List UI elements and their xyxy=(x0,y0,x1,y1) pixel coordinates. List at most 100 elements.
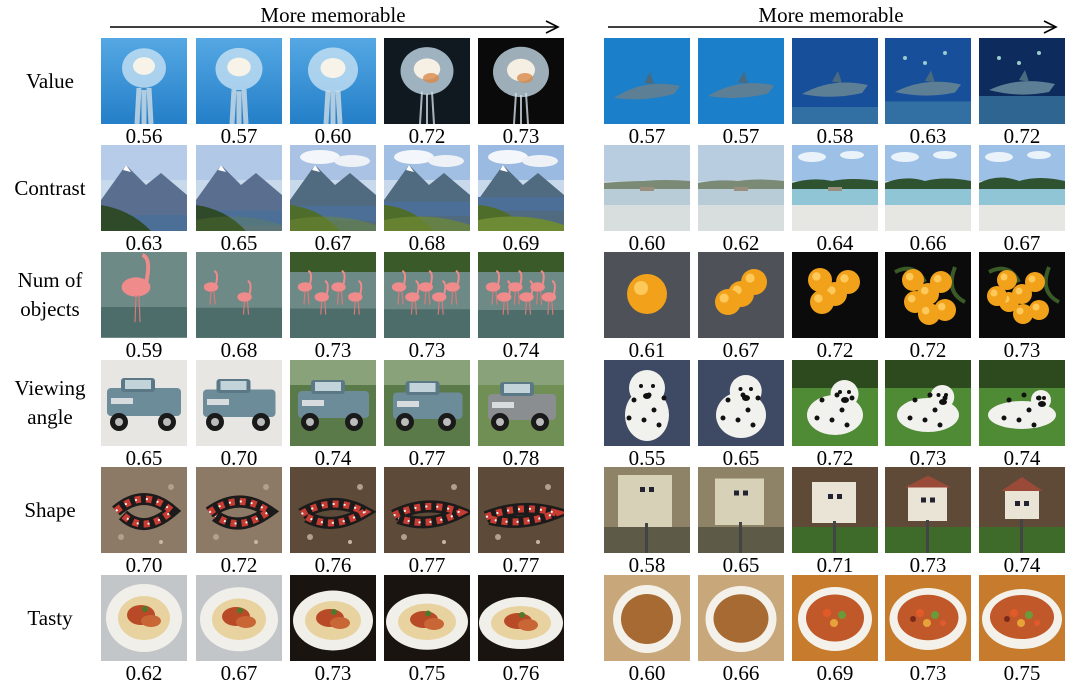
thumbnail-plated-dish-5 xyxy=(478,575,564,661)
memorability-score: 0.67 xyxy=(722,338,760,362)
thumbnail-mountain-lake-1 xyxy=(101,145,187,231)
arrow-label-left: More memorable xyxy=(260,3,406,27)
memorability-score: 0.73 xyxy=(1003,338,1041,362)
memorability-score: 0.57 xyxy=(628,124,666,148)
thumbnail-shark-5 xyxy=(979,38,1065,124)
thumbnail-snake-3 xyxy=(290,467,376,553)
memorability-score: 0.67 xyxy=(314,231,352,255)
memorability-score: 0.69 xyxy=(502,231,540,255)
thumbnail-soup-bowl-3 xyxy=(792,575,878,661)
thumbnail-oranges-5 xyxy=(979,252,1065,338)
memorability-score: 0.66 xyxy=(722,661,760,685)
thumbnail-mountain-lake-5 xyxy=(478,145,564,231)
thumbnail-beach-2 xyxy=(698,145,784,231)
thumbnail-plated-dish-1 xyxy=(101,575,187,661)
memorability-score: 0.64 xyxy=(816,231,854,255)
thumbnail-pickup-truck-3 xyxy=(290,360,376,446)
row-label: Contrast xyxy=(14,175,86,200)
memorability-score: 0.72 xyxy=(816,446,854,470)
memorability-score: 0.67 xyxy=(1003,231,1041,255)
memorability-score: 0.72 xyxy=(816,338,854,362)
memorability-score: 0.75 xyxy=(408,661,446,685)
thumbnail-dalmatian-2 xyxy=(698,360,784,446)
thumbnail-oranges-2 xyxy=(698,252,784,338)
memorability-score: 0.74 xyxy=(1003,553,1041,577)
thumbnail-beach-5 xyxy=(979,145,1065,231)
thumbnail-plated-dish-2 xyxy=(196,575,282,661)
memorability-score: 0.75 xyxy=(1003,661,1041,685)
thumbnail-mountain-lake-3 xyxy=(290,145,376,231)
thumbnail-birdhouse-1 xyxy=(604,467,690,553)
memorability-score: 0.77 xyxy=(502,553,540,577)
thumbnail-flamingos-4 xyxy=(384,252,470,338)
memorability-score: 0.78 xyxy=(502,446,540,470)
memorability-score: 0.74 xyxy=(502,338,540,362)
memorability-score: 0.73 xyxy=(909,661,947,685)
memorability-score: 0.62 xyxy=(125,661,163,685)
memorability-score: 0.65 xyxy=(220,231,258,255)
thumbnail-snake-2 xyxy=(196,467,282,553)
thumbnail-beach-3 xyxy=(792,145,878,231)
memorability-score: 0.73 xyxy=(502,124,540,148)
thumbnail-birdhouse-4 xyxy=(885,467,971,553)
thumbnail-dalmatian-4 xyxy=(885,360,971,446)
memorability-score: 0.77 xyxy=(408,553,446,577)
thumbnail-shark-1 xyxy=(604,38,690,124)
memorability-score: 0.56 xyxy=(125,124,163,148)
thumbnail-oranges-4 xyxy=(885,252,971,338)
thumbnail-snake-4 xyxy=(384,467,470,553)
thumbnail-shark-3 xyxy=(792,38,878,124)
memorability-score: 0.55 xyxy=(628,446,666,470)
thumbnail-snake-5 xyxy=(478,467,564,553)
memorability-score: 0.60 xyxy=(314,124,352,148)
memorability-score: 0.65 xyxy=(722,446,760,470)
memorability-score: 0.61 xyxy=(628,338,666,362)
memorability-score: 0.58 xyxy=(816,124,854,148)
memorability-score: 0.71 xyxy=(816,553,854,577)
memorability-score: 0.59 xyxy=(125,338,163,362)
thumbnail-flamingos-5 xyxy=(478,252,564,338)
thumbnail-jellyfish-2 xyxy=(196,38,282,124)
thumbnail-birdhouse-2 xyxy=(698,467,784,553)
memorability-score: 0.74 xyxy=(1003,446,1041,470)
memorability-score: 0.60 xyxy=(628,661,666,685)
memorability-score: 0.72 xyxy=(220,553,258,577)
thumbnail-plated-dish-3 xyxy=(290,575,376,661)
arrow-right-icon xyxy=(608,20,1058,34)
row-label: Viewing angle xyxy=(14,376,86,429)
memorability-score: 0.68 xyxy=(220,338,258,362)
thumbnail-soup-bowl-2 xyxy=(698,575,784,661)
memorability-score: 0.76 xyxy=(314,553,352,577)
thumbnail-mountain-lake-4 xyxy=(384,145,470,231)
thumbnail-jellyfish-4 xyxy=(384,38,470,124)
row-label: Num of objects xyxy=(17,268,83,321)
memorability-score: 0.65 xyxy=(722,553,760,577)
memorability-score: 0.63 xyxy=(909,124,947,148)
row-label: Shape xyxy=(24,497,76,522)
thumbnail-beach-4 xyxy=(885,145,971,231)
thumbnail-soup-bowl-5 xyxy=(979,575,1065,661)
memorability-score: 0.67 xyxy=(220,661,258,685)
memorability-score: 0.73 xyxy=(909,446,947,470)
thumbnail-pickup-truck-4 xyxy=(384,360,470,446)
thumbnail-dalmatian-5 xyxy=(979,360,1065,446)
thumbnail-pickup-truck-2 xyxy=(196,360,282,446)
memorability-score: 0.72 xyxy=(909,338,947,362)
arrow-left-icon xyxy=(110,20,560,34)
thumbnail-pickup-truck-1 xyxy=(101,360,187,446)
thumbnail-jellyfish-3 xyxy=(290,38,376,124)
memorability-score: 0.68 xyxy=(408,231,446,255)
thumbnail-jellyfish-1 xyxy=(101,38,187,124)
thumbnail-shark-4 xyxy=(885,38,971,124)
memorability-score: 0.77 xyxy=(408,446,446,470)
thumbnail-soup-bowl-4 xyxy=(885,575,971,661)
memorability-score: 0.63 xyxy=(125,231,163,255)
thumbnail-jellyfish-5 xyxy=(478,38,564,124)
thumbnail-soup-bowl-1 xyxy=(604,575,690,661)
memorability-score: 0.69 xyxy=(816,661,854,685)
thumbnail-plated-dish-4 xyxy=(384,575,470,661)
memorability-score: 0.70 xyxy=(220,446,258,470)
thumbnail-oranges-3 xyxy=(792,252,878,338)
thumbnail-flamingos-2 xyxy=(196,252,282,338)
thumbnail-shark-2 xyxy=(698,38,784,124)
